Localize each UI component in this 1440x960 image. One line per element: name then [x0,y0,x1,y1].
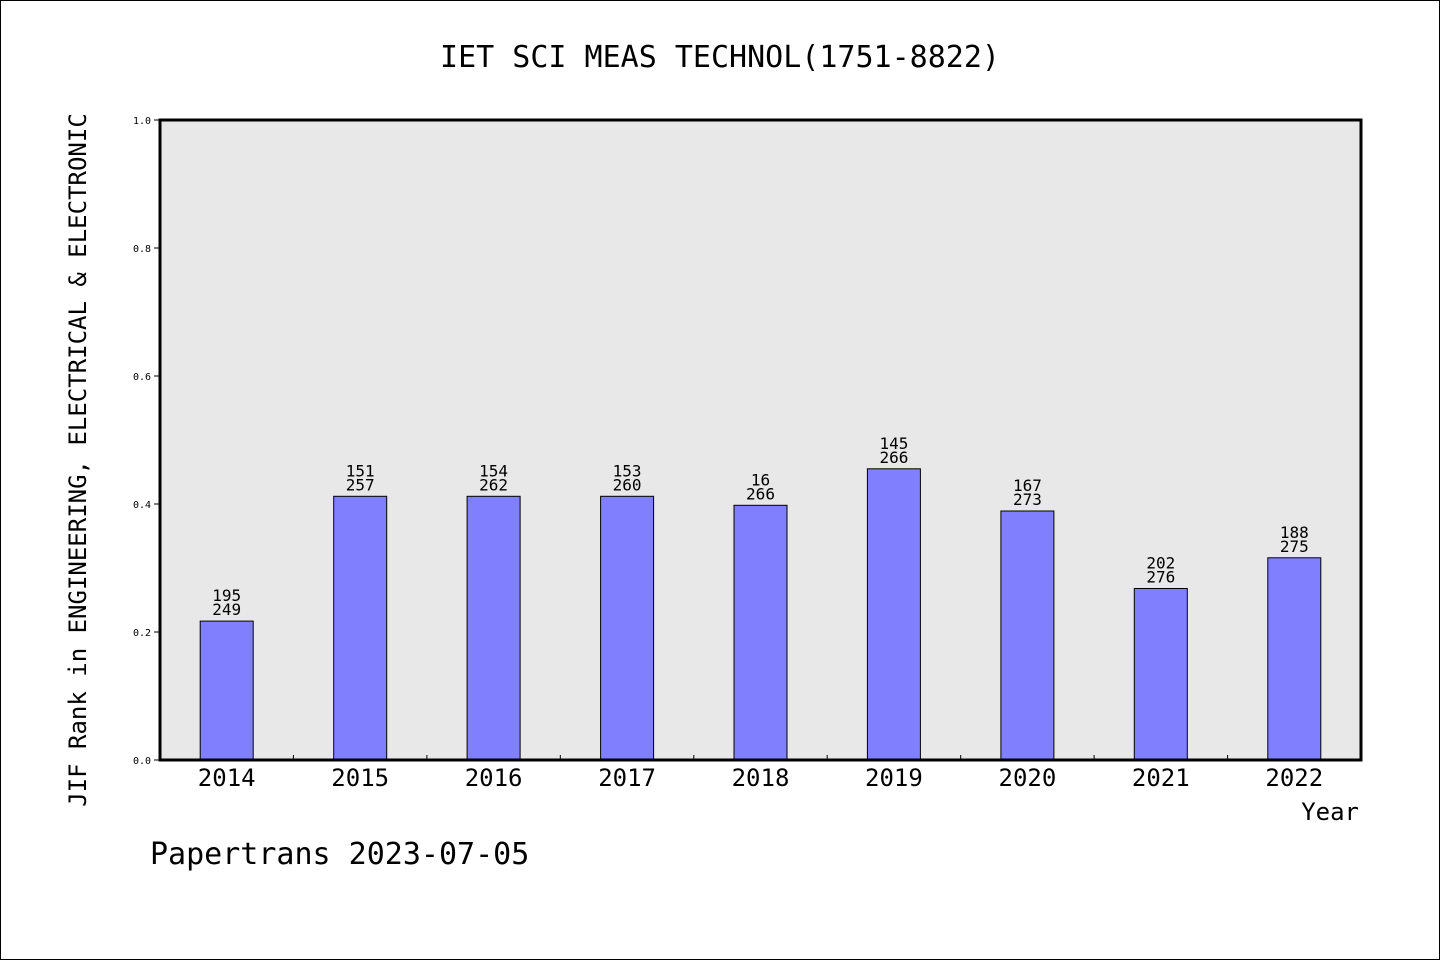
y-tick-label: 0.8 [133,244,151,255]
bar-rank-label: 202 [1146,554,1175,573]
x-tick-label: 2018 [732,764,790,792]
bar-total-label: 266 [746,484,775,503]
x-tick-label: 2020 [999,764,1057,792]
plot-border [158,118,1363,762]
bar-2014 [199,620,254,761]
bar-rank-label: 188 [1280,523,1309,542]
bar-2021 [1133,588,1188,761]
bar-total-label: 275 [1280,537,1309,556]
bar-total-label: 262 [479,475,508,494]
chart-title: IET SCI MEAS TECHNOL(1751-8822) [440,40,1000,75]
x-tick-label: 2019 [865,764,923,792]
bar-2017 [600,495,655,761]
bar-rank-label: 167 [1013,476,1042,495]
x-tick-label: 2014 [198,764,256,792]
y-tick-label: 1.0 [133,116,151,127]
bar-rank-label: 195 [212,586,241,605]
y-axis-label: JIF Rank in ENGINEERING, ELECTRICAL & EL… [64,113,92,807]
bar-total-label: 249 [212,600,241,619]
bar-rank-label: 145 [879,434,908,453]
bar-total-label: 273 [1013,490,1042,509]
bar-2016 [466,495,521,761]
y-tick-label: 0.6 [133,372,151,383]
bar-rank-label: 153 [613,461,642,480]
bar-2022 [1267,557,1322,761]
bar-2015 [333,495,388,761]
bar-rank-label: 151 [346,461,375,480]
y-tick-label: 0.2 [133,628,151,639]
bar-total-label: 266 [879,448,908,467]
x-tick-label: 2017 [598,764,656,792]
y-tick-label: 0.4 [133,500,151,511]
bar-total-label: 276 [1146,568,1175,587]
x-tick-label: 2022 [1265,764,1323,792]
bar-total-label: 260 [613,475,642,494]
y-axis: 0.0 0.2 0.4 0.6 0.8 1.0 [133,116,160,767]
x-tick-label: 2021 [1132,764,1190,792]
y-tick-label: 0.0 [133,756,151,767]
x-tick-label: 2015 [331,764,389,792]
bar-rank-label: 16 [751,470,770,489]
bar-2019 [866,468,921,761]
bar-2018 [733,504,788,761]
bar-total-label: 257 [346,475,375,494]
bar-2020 [1000,510,1055,761]
x-axis: 2014 2015 2016 2017 2018 2019 2020 2021 2022 [198,755,1323,792]
footer-watermark: Papertrans 2023-07-05 [150,837,529,872]
x-axis-label: Year [1301,798,1359,826]
x-tick-label: 2016 [465,764,523,792]
bars-group [199,468,1322,761]
bar-rank-label: 154 [479,461,508,480]
